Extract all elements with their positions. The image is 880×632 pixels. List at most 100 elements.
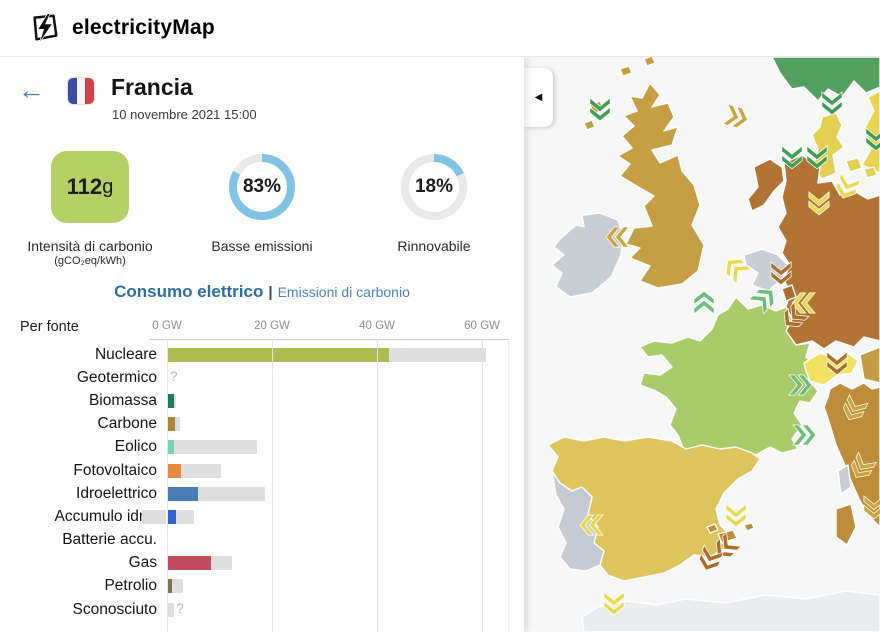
chart-row: Nucleare: [0, 343, 524, 366]
map-country-gb-islands[interactable]: [583, 57, 656, 131]
country-panel: ← Francia 10 novembre 2021 15:00 112 g In…: [0, 57, 524, 632]
chart-row-bars[interactable]: [157, 347, 524, 362]
chart-row-bars[interactable]: [157, 463, 524, 478]
bar-capacity: [174, 417, 181, 432]
chart-gridline: [482, 339, 483, 632]
chart-row: Fotovoltaico: [0, 459, 524, 482]
chart-right-edge: [508, 339, 510, 632]
chart-row-label: Sconosciuto: [72, 600, 157, 618]
map-country-portugal[interactable]: [551, 470, 605, 572]
bar-capacity: [181, 463, 222, 478]
view-tabs: Consumo elettrico | Emissioni di carboni…: [0, 282, 524, 302]
carbon-intensity-gauge: 112 g Intensità di carbonio (gCO₂eq/kWh): [10, 145, 170, 267]
per-fonte-label: Per fonte: [20, 319, 79, 335]
back-arrow-icon[interactable]: ←: [18, 75, 45, 105]
axis-tick-label: 0 GW: [152, 320, 182, 332]
unknown-value-mark: ?: [170, 368, 178, 384]
chart-row-bars[interactable]: [157, 579, 524, 594]
map-country-sardinia[interactable]: [835, 503, 857, 546]
country-datetime: 10 novembre 2021 15:00: [112, 107, 257, 122]
map-country-corsica[interactable]: [837, 464, 852, 495]
tab-carbon-emissions[interactable]: Emissioni di carbonio: [277, 284, 410, 300]
chart-row-bars[interactable]: [157, 417, 524, 432]
bar-capacity: [171, 579, 183, 594]
renewable-gauge: 18% Rinnovabile: [354, 145, 514, 267]
production-chart: Per fonte Nucleare Geotermico? Biomassa Car…: [0, 319, 524, 632]
lightning-logo-icon: [33, 13, 58, 42]
carbon-intensity-value-box: 112 g: [51, 151, 129, 223]
chart-row-bars[interactable]: [157, 533, 524, 547]
chart-gridline: [272, 339, 273, 632]
map-country-netherlands[interactable]: [747, 158, 785, 212]
unknown-value-mark: ?: [176, 600, 184, 616]
chart-row-label: Carbone: [97, 415, 157, 433]
map-country-luxembourg[interactable]: [781, 284, 797, 302]
bar-capacity: [173, 393, 176, 408]
chart-row-bars[interactable]: [157, 556, 524, 571]
map-country-austria[interactable]: [859, 346, 880, 384]
low-carbon-donut: 83%: [226, 151, 298, 223]
chart-row: Geotermico?: [0, 366, 524, 389]
tab-electricity-consumption[interactable]: Consumo elettrico: [114, 282, 264, 301]
chart-row-label: Batterie accu.: [62, 531, 157, 549]
bar-negative-capacity: [141, 509, 166, 524]
chart-gridline: [167, 339, 168, 632]
country-header: ← Francia 10 novembre 2021 15:00: [0, 57, 524, 139]
chart-row: Idroelettrico: [0, 482, 524, 505]
chart-row-bars[interactable]: ?: [157, 600, 524, 617]
chart-axis-line: [150, 339, 508, 340]
chart-row-label: Gas: [128, 554, 157, 572]
axis-tick-label: 20 GW: [254, 320, 290, 332]
chart-row-bars[interactable]: ?: [157, 368, 524, 385]
france-flag-icon: [68, 78, 94, 104]
bar-production: [168, 417, 175, 432]
map-country-great-britain[interactable]: [617, 82, 705, 289]
chart-row-label: Biomassa: [88, 391, 157, 409]
app-title: electricityMap: [72, 16, 215, 39]
app-header: electricityMap: [0, 0, 880, 57]
bar-production: [168, 509, 177, 524]
bar-production: [168, 463, 182, 478]
chart-row-label: Idroelettrico: [76, 484, 157, 502]
chart-row-bars[interactable]: [157, 393, 524, 408]
bar-production: [168, 556, 211, 571]
chart-gridline: [377, 339, 378, 632]
chart-rows: Nucleare Geotermico? Biomassa Carbone Eolico…: [0, 343, 524, 621]
chart-row: Petrolio: [0, 575, 524, 598]
renewable-donut: 18%: [398, 151, 470, 223]
map-country-denmark-islands[interactable]: [845, 157, 878, 179]
chart-row: Batterie accu.: [0, 529, 524, 552]
chart-row-label: Accumulo idro.: [54, 507, 157, 525]
bar-production: [168, 579, 172, 594]
bar-capacity: [389, 347, 487, 362]
chart-row: Gas: [0, 552, 524, 575]
chart-row: Accumulo idro.: [0, 505, 524, 528]
renewable-label: Rinnovabile: [397, 238, 471, 254]
chart-row-bars[interactable]: [141, 509, 524, 524]
map-country-ireland[interactable]: [551, 212, 624, 298]
europe-map: [524, 57, 880, 632]
chart-row-label: Nucleare: [94, 345, 157, 363]
bar-capacity: [176, 509, 195, 524]
low-carbon-label: Basse emissioni: [211, 238, 313, 254]
bar-capacity: [197, 486, 266, 501]
chart-row: Sconosciuto?: [0, 598, 524, 621]
carbon-intensity-unit-label: (gCO₂eq/kWh): [54, 255, 126, 267]
tab-divider: |: [268, 284, 273, 301]
collapse-left-icon: ◀: [534, 92, 543, 103]
chart-row-bars[interactable]: [157, 440, 524, 455]
bar-capacity: [174, 440, 258, 455]
bar-production: [168, 393, 174, 408]
map-country-north-africa[interactable]: [581, 590, 880, 632]
panel-collapse-button[interactable]: ◀: [524, 68, 553, 127]
carbon-intensity-label: Intensità di carbonio: [27, 238, 153, 254]
chart-row: Biomassa: [0, 389, 524, 412]
map-country-balearics[interactable]: [706, 522, 755, 544]
chart-row-label: Fotovoltaico: [73, 461, 157, 479]
axis-tick-label: 60 GW: [464, 320, 500, 332]
chart-row-bars[interactable]: [157, 486, 524, 501]
bar-production: [168, 440, 175, 455]
bar-production: [168, 347, 390, 362]
map-country-norway[interactable]: [771, 57, 880, 102]
